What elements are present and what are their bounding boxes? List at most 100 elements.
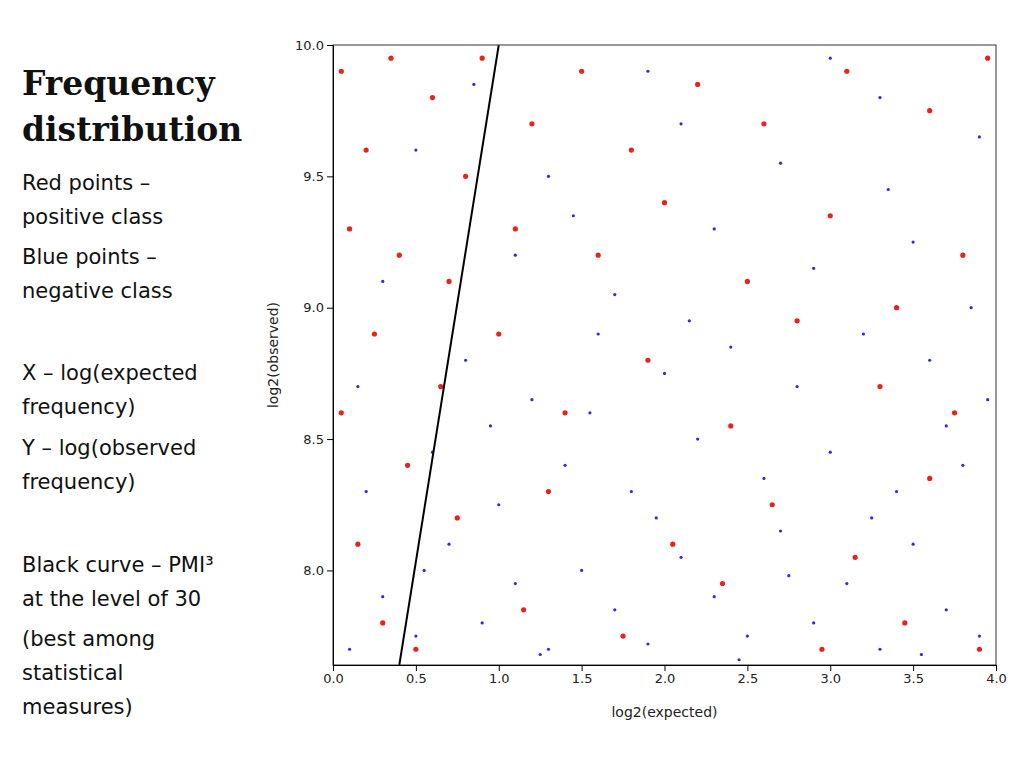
- x-tick-label: 3.5: [903, 671, 924, 686]
- annotation: frequency): [22, 395, 136, 419]
- y-tick: 9.5: [303, 169, 333, 184]
- point: [414, 148, 417, 151]
- point: [779, 529, 782, 532]
- x-tick-label: 4.0: [986, 671, 1007, 686]
- point: [862, 332, 865, 335]
- point: [829, 57, 832, 60]
- annotation: Y – log(observed: [21, 436, 196, 460]
- point: [713, 227, 716, 230]
- point: [795, 318, 800, 323]
- x-tick: 2.5: [738, 665, 759, 686]
- point: [662, 200, 667, 205]
- point: [339, 410, 344, 415]
- x-tick-label: 1.5: [572, 671, 593, 686]
- annotation: measures): [22, 695, 133, 719]
- point: [629, 147, 634, 152]
- point: [481, 621, 484, 624]
- point: [770, 502, 775, 507]
- annotation: negative class: [22, 279, 173, 303]
- point: [787, 574, 790, 577]
- y-tick-label: 8.0: [303, 563, 324, 578]
- point: [961, 464, 964, 467]
- point: [977, 647, 982, 652]
- point: [446, 279, 451, 284]
- point: [745, 279, 750, 284]
- point: [927, 108, 932, 113]
- point: [762, 477, 765, 480]
- point: [356, 385, 359, 388]
- x-tick-label: 0.5: [406, 671, 427, 686]
- annotation: statistical: [22, 661, 123, 685]
- point: [655, 516, 658, 519]
- point: [912, 543, 915, 546]
- y-tick: 8.5: [303, 432, 333, 447]
- point: [978, 135, 981, 138]
- point: [870, 516, 873, 519]
- point: [438, 384, 443, 389]
- point: [688, 319, 691, 322]
- x-tick: 3.5: [903, 665, 924, 686]
- x-tick: 0.0: [323, 665, 344, 686]
- point: [902, 620, 907, 625]
- point: [895, 490, 898, 493]
- point: [646, 642, 649, 645]
- scatter-series: [348, 57, 989, 662]
- point: [596, 253, 601, 258]
- point: [737, 658, 740, 661]
- plot-area: [339, 45, 991, 665]
- point: [546, 489, 551, 494]
- title: Frequencydistribution: [22, 64, 242, 149]
- point: [877, 384, 882, 389]
- point: [779, 162, 782, 165]
- point: [620, 634, 625, 639]
- x-tick-mark: [996, 665, 997, 671]
- point: [679, 556, 682, 559]
- y-tick: 10.0: [295, 38, 333, 53]
- y-tick-mark: [327, 439, 333, 440]
- point: [912, 240, 915, 243]
- point: [455, 515, 460, 520]
- chart: FrequencydistributionRed points –positiv…: [0, 0, 1024, 768]
- point: [978, 635, 981, 638]
- point: [878, 648, 881, 651]
- point: [405, 463, 410, 468]
- point: [761, 121, 766, 126]
- text-panel: FrequencydistributionRed points –positiv…: [21, 64, 242, 719]
- point: [397, 253, 402, 258]
- point: [927, 476, 932, 481]
- point: [480, 56, 485, 61]
- y-tick: 9.0: [303, 300, 333, 315]
- point: [812, 267, 815, 270]
- point: [547, 648, 550, 651]
- x-tick-mark: [416, 665, 417, 671]
- point: [413, 647, 418, 652]
- y-tick-mark: [327, 45, 333, 46]
- point: [645, 358, 650, 363]
- point: [579, 69, 584, 74]
- point: [364, 147, 369, 152]
- point: [562, 410, 567, 415]
- annotation: X – log(expected: [22, 361, 198, 385]
- point: [530, 398, 533, 401]
- point: [878, 96, 881, 99]
- point: [945, 424, 948, 427]
- point: [381, 595, 384, 598]
- point: [985, 56, 990, 61]
- annotation: frequency): [22, 470, 136, 494]
- y-tick-mark: [327, 308, 333, 309]
- point: [986, 398, 989, 401]
- y-tick-label: 9.0: [303, 300, 324, 315]
- x-tick-mark: [665, 665, 666, 671]
- point: [796, 385, 799, 388]
- point: [529, 121, 534, 126]
- point: [572, 214, 575, 217]
- point: [695, 82, 700, 87]
- point: [381, 280, 384, 283]
- point: [812, 621, 815, 624]
- x-axis: 0.00.51.01.52.02.53.03.54.0: [323, 665, 1007, 686]
- point: [696, 437, 699, 440]
- point: [514, 254, 517, 257]
- point: [920, 653, 923, 656]
- point: [588, 411, 591, 414]
- point: [729, 346, 732, 349]
